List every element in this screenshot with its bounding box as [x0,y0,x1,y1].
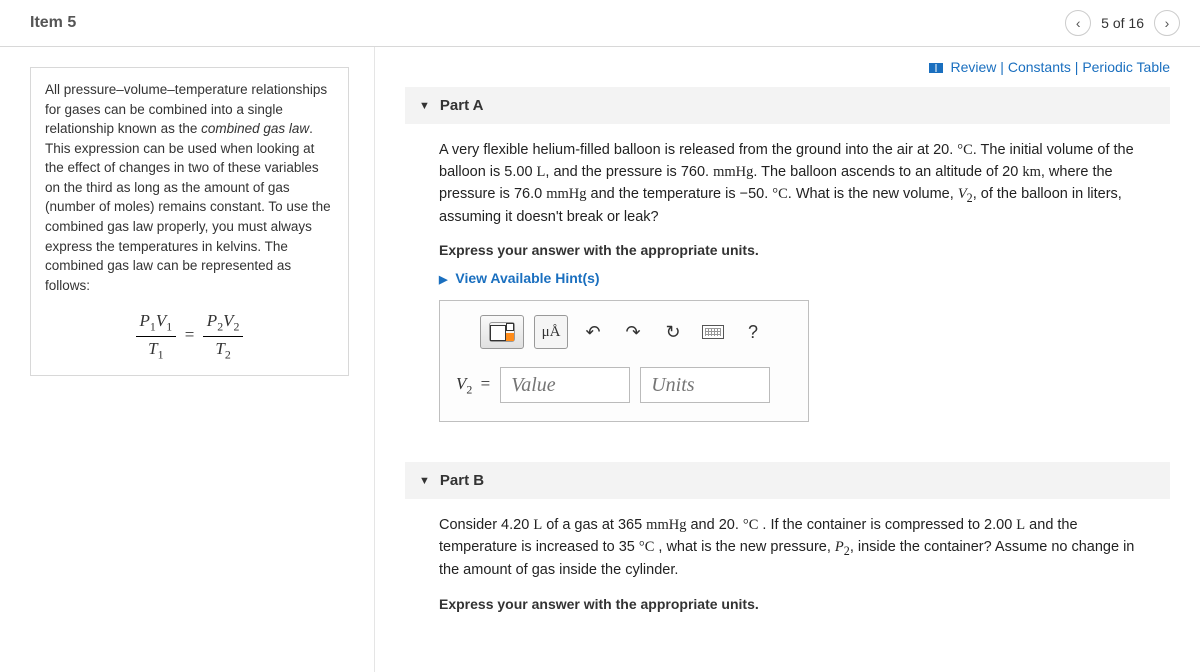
part-a-header[interactable]: ▼ Part A [405,87,1170,124]
right-panel: Review | Constants | Periodic Table ▼ Pa… [375,47,1200,672]
part-b-body: Consider 4.20 L of a gas at 365 mmHg and… [405,499,1170,622]
redo-tool[interactable]: ↷ [618,317,648,347]
left-panel: All pressure–volume–temperature relation… [0,47,375,672]
part-a-instruction: Express your answer with the appropriate… [439,242,1150,258]
constants-link[interactable]: Constants [1008,59,1071,75]
answer-box: μÅ ↶ ↷ ↻ ? V2 = [439,300,809,422]
part-b-instruction: Express your answer with the appropriate… [439,596,1150,612]
part-a-block: ▼ Part A A very flexible helium-filled b… [405,87,1170,432]
info-box: All pressure–volume–temperature relation… [30,67,349,376]
answer-variable-label: V2 = [456,374,490,397]
units-tool[interactable]: μÅ [534,315,568,349]
answer-row: V2 = [456,367,792,403]
triangle-right-icon: ▶ [439,274,447,286]
part-b-title: Part B [440,472,484,489]
caret-down-icon: ▼ [419,475,430,487]
part-b-question: Consider 4.20 L of a gas at 365 mmHg and… [439,515,1150,582]
book-icon [929,63,943,73]
answer-toolbar: μÅ ↶ ↷ ↻ ? [456,315,792,349]
part-a-title: Part A [440,97,484,114]
template-tool[interactable] [480,315,524,349]
part-b-block: ▼ Part B Consider 4.20 L of a gas at 365… [405,462,1170,622]
nav-group: ‹ 5 of 16 › [1065,10,1180,36]
part-b-header[interactable]: ▼ Part B [405,462,1170,499]
keyboard-tool[interactable] [698,317,728,347]
value-input[interactable] [500,367,630,403]
part-a-question: A very flexible helium-filled balloon is… [439,140,1150,228]
hints-label: View Available Hint(s) [455,270,599,286]
top-links: Review | Constants | Periodic Table [405,59,1170,75]
view-hints-link[interactable]: ▶ View Available Hint(s) [439,270,1150,286]
undo-tool[interactable]: ↶ [578,317,608,347]
main: All pressure–volume–temperature relation… [0,47,1200,672]
caret-down-icon: ▼ [419,100,430,112]
part-a-body: A very flexible helium-filled balloon is… [405,124,1170,432]
position-text: 5 of 16 [1101,15,1144,31]
combined-gas-law-formula: P1V1T1 = P2V2T2 [45,309,334,363]
header-bar: Item 5 ‹ 5 of 16 › [0,0,1200,47]
next-button[interactable]: › [1154,10,1180,36]
help-tool[interactable]: ? [738,317,768,347]
keyboard-icon [702,325,724,339]
periodic-table-link[interactable]: Periodic Table [1082,59,1170,75]
item-title: Item 5 [30,14,76,32]
info-paragraph: All pressure–volume–temperature relation… [45,80,334,295]
review-link[interactable]: Review [951,59,997,75]
reset-tool[interactable]: ↻ [658,317,688,347]
units-input[interactable] [640,367,770,403]
prev-button[interactable]: ‹ [1065,10,1091,36]
